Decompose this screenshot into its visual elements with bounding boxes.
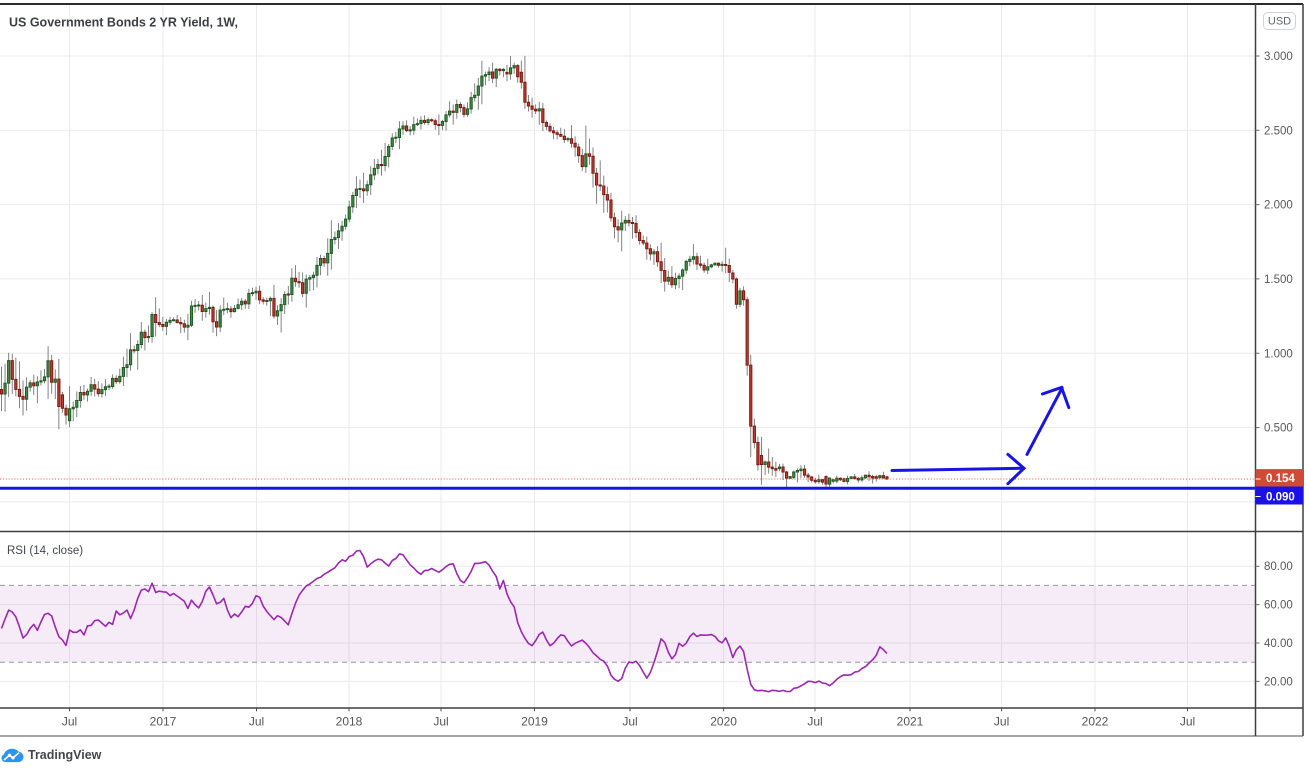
svg-text:2.000: 2.000 xyxy=(1264,200,1293,212)
svg-text:Jul: Jul xyxy=(622,715,637,729)
svg-text:TradingView: TradingView xyxy=(28,748,102,762)
svg-text:Jul: Jul xyxy=(249,715,264,729)
svg-text:3.000: 3.000 xyxy=(1264,51,1293,63)
svg-text:0.154: 0.154 xyxy=(1266,473,1295,485)
svg-text:1.000: 1.000 xyxy=(1264,348,1293,360)
svg-text:0.500: 0.500 xyxy=(1264,423,1293,435)
svg-text:Jul: Jul xyxy=(1180,715,1195,729)
svg-text:Jul: Jul xyxy=(62,715,77,729)
svg-text:80.00: 80.00 xyxy=(1264,561,1293,573)
svg-text:40.00: 40.00 xyxy=(1264,638,1293,650)
svg-text:Jul: Jul xyxy=(994,715,1009,729)
svg-text:2017: 2017 xyxy=(150,715,177,729)
svg-text:Jul: Jul xyxy=(433,715,448,729)
svg-text:2020: 2020 xyxy=(710,715,737,729)
svg-text:20.00: 20.00 xyxy=(1264,676,1293,688)
svg-text:0.090: 0.090 xyxy=(1266,492,1295,504)
svg-text:1.500: 1.500 xyxy=(1264,274,1293,286)
svg-text:2021: 2021 xyxy=(897,715,924,729)
svg-text:2019: 2019 xyxy=(521,715,548,729)
svg-text:USD: USD xyxy=(1268,16,1291,28)
svg-text:60.00: 60.00 xyxy=(1264,600,1293,612)
svg-text:2022: 2022 xyxy=(1082,715,1109,729)
svg-text:US Government Bonds 2 YR Yield: US Government Bonds 2 YR Yield, 1W, xyxy=(9,16,238,30)
svg-text:Jul: Jul xyxy=(807,715,822,729)
svg-text:2.500: 2.500 xyxy=(1264,125,1293,137)
svg-text:RSI (14, close): RSI (14, close) xyxy=(7,545,83,557)
svg-text:2018: 2018 xyxy=(336,715,363,729)
